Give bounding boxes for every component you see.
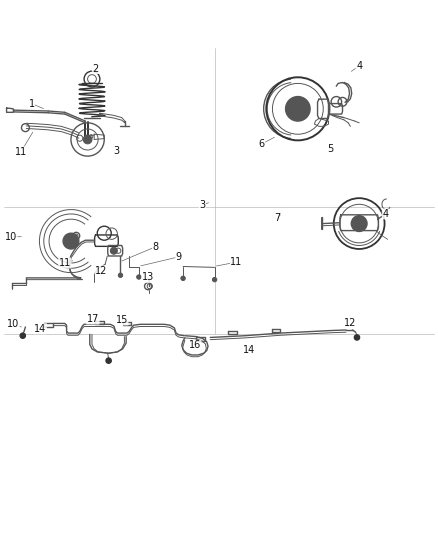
Circle shape	[354, 335, 360, 340]
Text: 15: 15	[116, 315, 128, 325]
Text: 14: 14	[243, 345, 255, 355]
Text: 12: 12	[95, 266, 108, 276]
Text: 10: 10	[5, 232, 17, 242]
Text: 4: 4	[382, 209, 389, 219]
Text: 3: 3	[199, 200, 205, 210]
Text: 1: 1	[28, 99, 35, 109]
Circle shape	[290, 102, 292, 105]
Text: 9: 9	[176, 252, 182, 262]
Circle shape	[106, 358, 111, 364]
Text: 17: 17	[87, 314, 99, 324]
Text: 10: 10	[7, 319, 19, 329]
Circle shape	[293, 103, 303, 114]
Text: 2: 2	[92, 63, 99, 74]
Text: 12: 12	[344, 318, 357, 328]
Text: 3: 3	[113, 146, 119, 156]
Circle shape	[83, 135, 92, 144]
Circle shape	[110, 247, 117, 254]
Text: 8: 8	[152, 242, 159, 252]
Circle shape	[137, 275, 141, 279]
Circle shape	[299, 116, 302, 118]
Circle shape	[20, 333, 25, 338]
Text: 11: 11	[59, 258, 71, 268]
Text: 7: 7	[274, 213, 280, 223]
Circle shape	[63, 233, 79, 249]
Text: 6: 6	[259, 139, 265, 149]
Text: 11: 11	[230, 257, 243, 267]
Text: 5: 5	[328, 144, 334, 154]
Circle shape	[67, 238, 74, 245]
Circle shape	[305, 108, 308, 110]
Circle shape	[286, 96, 310, 121]
Text: 16: 16	[189, 341, 201, 350]
Circle shape	[351, 216, 367, 231]
Circle shape	[290, 112, 292, 115]
Text: 4: 4	[356, 61, 362, 71]
Circle shape	[212, 278, 217, 282]
Text: 13: 13	[142, 272, 154, 282]
Text: 11: 11	[15, 147, 27, 157]
Circle shape	[181, 276, 185, 280]
Circle shape	[299, 99, 302, 102]
Text: 14: 14	[34, 324, 46, 334]
Circle shape	[118, 273, 123, 278]
